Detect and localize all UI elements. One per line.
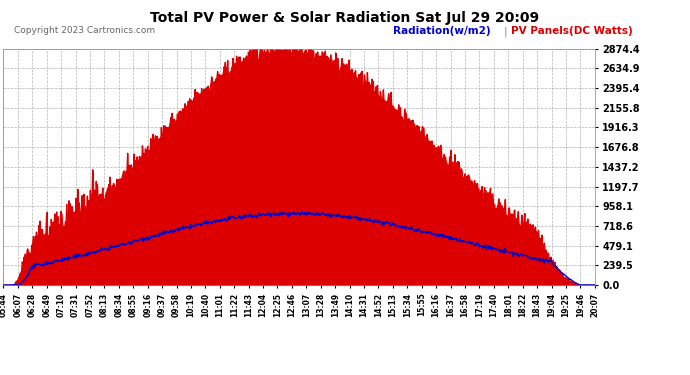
Text: Copyright 2023 Cartronics.com: Copyright 2023 Cartronics.com [14,26,155,35]
Text: PV Panels(DC Watts): PV Panels(DC Watts) [511,26,632,36]
Text: |: | [504,26,507,37]
Text: Total PV Power & Solar Radiation Sat Jul 29 20:09: Total PV Power & Solar Radiation Sat Jul… [150,11,540,25]
Text: Radiation(w/m2): Radiation(w/m2) [393,26,491,36]
